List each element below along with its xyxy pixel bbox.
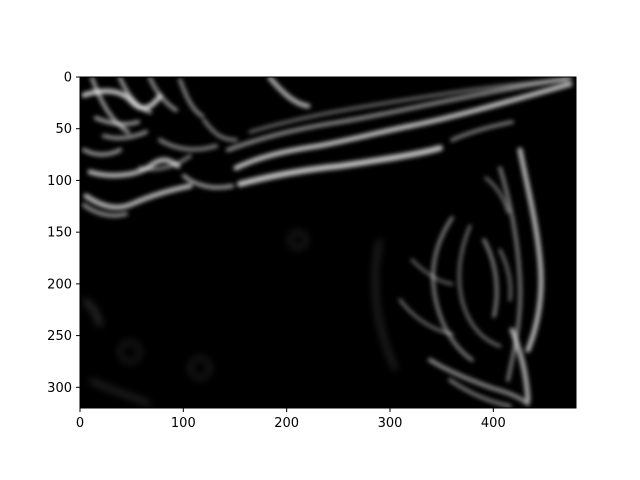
y-tick-label: 50	[55, 122, 72, 137]
x-tick-label: 400	[481, 416, 506, 431]
y-axis: 0 50 100 150 200 250 300	[47, 71, 80, 396]
y-tick-label: 300	[47, 381, 72, 396]
heatmap-image	[80, 77, 576, 408]
x-tick-label: 0	[76, 416, 84, 431]
y-tick-label: 200	[47, 277, 72, 292]
x-tick-label: 200	[274, 416, 299, 431]
y-tick-label: 100	[47, 174, 72, 189]
x-tick-label: 100	[171, 416, 196, 431]
y-tick-label: 150	[47, 226, 72, 241]
x-tick-label: 300	[378, 416, 403, 431]
plot-frame	[79, 76, 577, 409]
y-tick-label: 250	[47, 329, 72, 344]
y-tick-label: 0	[64, 71, 72, 86]
x-axis: 0 100 200 300 400	[76, 408, 506, 431]
